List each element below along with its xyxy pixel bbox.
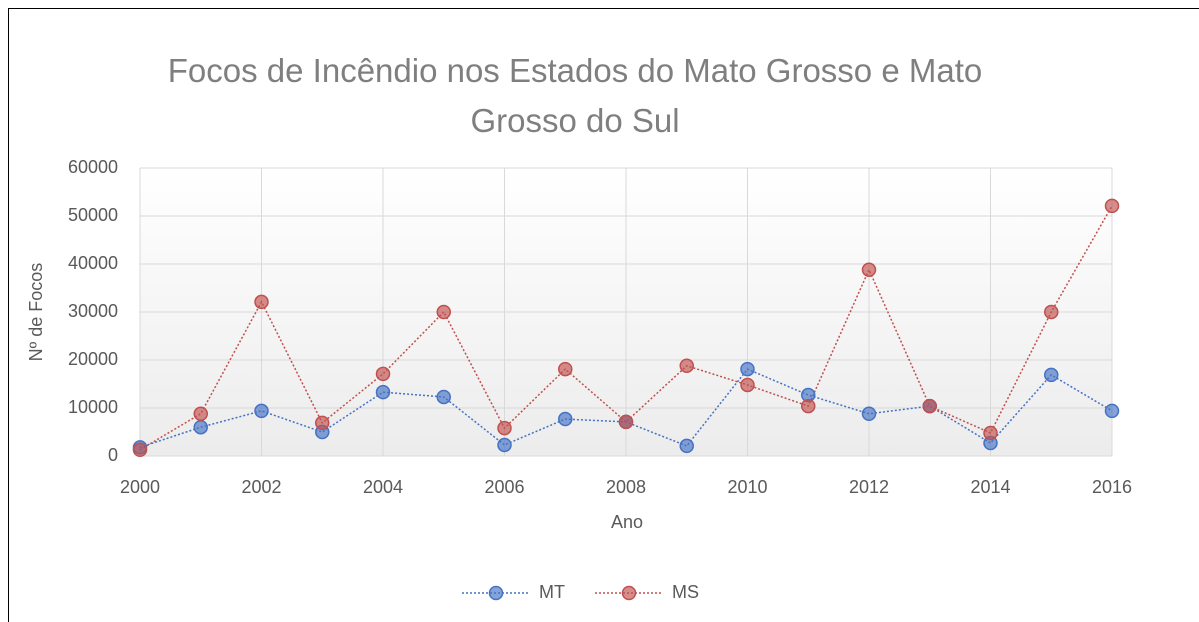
marker <box>1104 403 1120 419</box>
x-tick-label: 2004 <box>363 477 403 497</box>
legend-label: MS <box>672 582 699 602</box>
marker <box>679 438 694 454</box>
series-line <box>139 205 1113 451</box>
marker <box>254 403 269 419</box>
y-tick-label: 20000 <box>68 349 118 369</box>
marker <box>558 411 573 427</box>
marker <box>1044 304 1059 320</box>
y-tick-label: 0 <box>108 445 118 465</box>
legend-marker <box>621 585 637 601</box>
y-tick-label: 60000 <box>68 157 118 177</box>
marker <box>497 420 512 436</box>
marker <box>254 294 269 310</box>
x-tick-label: 2006 <box>484 477 524 497</box>
marker <box>375 366 391 382</box>
marker <box>132 442 148 458</box>
x-tick-label: 2010 <box>727 477 767 497</box>
marker <box>375 384 391 400</box>
y-axis-label: Nº de Focos <box>26 263 46 362</box>
x-tick-label: 2012 <box>849 477 889 497</box>
marker <box>740 361 755 377</box>
marker <box>679 358 694 374</box>
marker <box>922 398 937 414</box>
marker <box>861 406 877 422</box>
y-tick-label: 30000 <box>68 301 118 321</box>
legend-marker <box>488 585 504 601</box>
marker <box>861 262 877 278</box>
marker <box>193 419 208 435</box>
x-tick-label: 2000 <box>120 477 160 497</box>
marker <box>193 406 208 422</box>
marker <box>1044 367 1059 383</box>
x-tick-label: 2014 <box>970 477 1010 497</box>
x-tick-label: 2016 <box>1092 477 1132 497</box>
marker <box>436 389 451 405</box>
marker <box>497 437 512 453</box>
marker <box>618 414 634 430</box>
x-tick-label: 2002 <box>241 477 281 497</box>
marker <box>1104 198 1120 214</box>
marker <box>436 304 451 320</box>
marker <box>740 377 755 393</box>
marker <box>801 398 816 414</box>
y-tick-label: 40000 <box>68 253 118 273</box>
marker <box>983 425 998 441</box>
y-tick-label: 10000 <box>68 397 118 417</box>
marker <box>558 361 573 377</box>
chart-title: Focos de Incêndio nos Estados do Mato Gr… <box>167 52 983 139</box>
marker <box>315 415 330 431</box>
x-axis-label: Ano <box>611 512 643 532</box>
y-tick-label: 50000 <box>68 205 118 225</box>
x-tick-label: 2008 <box>606 477 646 497</box>
legend-label: MT <box>539 582 565 602</box>
